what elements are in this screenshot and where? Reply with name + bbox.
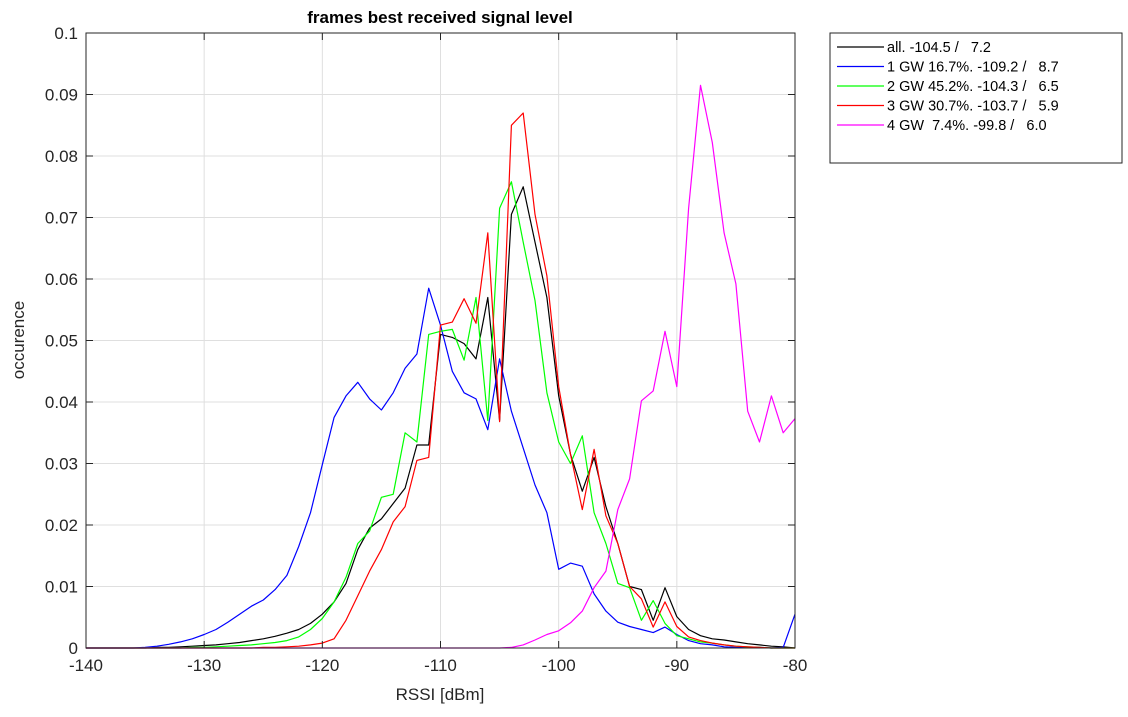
y-tick-label: 0 (69, 639, 78, 658)
x-tick-label: -120 (305, 656, 339, 675)
y-tick-label: 0.07 (45, 209, 78, 228)
legend-label-4: 3 GW 30.7%. -103.7 / 5.9 (887, 99, 1059, 115)
y-tick-label: 0.06 (45, 270, 78, 289)
y-tick-label: 0.05 (45, 332, 78, 351)
y-axis-label: occurence (9, 301, 28, 379)
chart-title: frames best received signal level (307, 8, 573, 27)
y-tick-label: 0.03 (45, 455, 78, 474)
y-tick-label: 0.01 (45, 578, 78, 597)
y-tick-label: 0.02 (45, 516, 78, 535)
x-tick-label: -100 (542, 656, 576, 675)
y-tick-label: 0.1 (54, 24, 78, 43)
x-axis-label: RSSI [dBm] (396, 685, 485, 704)
legend-label-3: 2 GW 45.2%. -104.3 / 6.5 (887, 79, 1059, 95)
legend: all. -104.5 / 7.2 1 GW 16.7%. -109.2 / 8.… (829, 32, 1123, 164)
x-tick-label: -80 (783, 656, 808, 675)
x-tick-label: -140 (69, 656, 103, 675)
legend-label-2: 1 GW 16.7%. -109.2 / 8.7 (887, 60, 1059, 76)
legend-label-1: all. -104.5 / 7.2 (887, 40, 991, 56)
legend-box (829, 32, 1123, 164)
y-tick-label: 0.09 (45, 86, 78, 105)
y-tick-label: 0.08 (45, 147, 78, 166)
legend-label-5: 4 GW 7.4%. -99.8 / 6.0 (887, 118, 1047, 134)
x-tick-label: -90 (665, 656, 690, 675)
axis-ticks: -140 -130 -120 -110 -100 -90 -80 0 0.01 0.02 0.03 0… (45, 24, 807, 675)
x-tick-label: -130 (187, 656, 221, 675)
y-tick-label: 0.04 (45, 393, 78, 412)
x-tick-label: -110 (424, 656, 457, 675)
